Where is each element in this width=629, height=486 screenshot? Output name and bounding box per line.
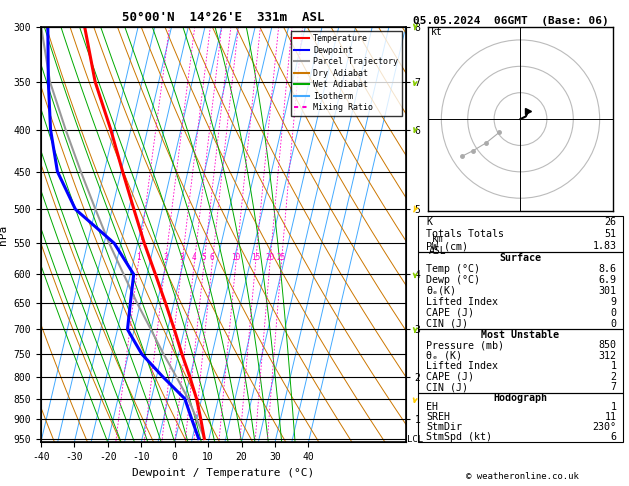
Text: Temp (°C): Temp (°C) xyxy=(426,264,481,274)
Text: Dewp (°C): Dewp (°C) xyxy=(426,275,481,285)
Text: θₑ (K): θₑ (K) xyxy=(426,350,462,361)
Text: 20: 20 xyxy=(265,253,275,262)
Y-axis label: km
ASL: km ASL xyxy=(428,235,446,256)
Text: 25: 25 xyxy=(277,253,286,262)
Text: 3: 3 xyxy=(180,253,184,262)
Text: 8.6: 8.6 xyxy=(599,264,616,274)
Text: 6: 6 xyxy=(611,432,616,442)
Text: 11: 11 xyxy=(604,413,616,422)
Text: 7: 7 xyxy=(611,382,616,392)
Text: 15: 15 xyxy=(251,253,260,262)
Text: Pressure (mb): Pressure (mb) xyxy=(426,340,504,350)
Text: EH: EH xyxy=(426,402,438,413)
Text: 5: 5 xyxy=(202,253,206,262)
Text: θₑ(K): θₑ(K) xyxy=(426,286,457,296)
Text: Totals Totals: Totals Totals xyxy=(426,229,504,239)
Text: 9: 9 xyxy=(611,297,616,307)
Text: StmSpd (kt): StmSpd (kt) xyxy=(426,432,493,442)
Y-axis label: hPa: hPa xyxy=(0,225,8,244)
Text: © weatheronline.co.uk: © weatheronline.co.uk xyxy=(465,472,579,481)
Text: CAPE (J): CAPE (J) xyxy=(426,308,474,318)
Text: Lifted Index: Lifted Index xyxy=(426,297,498,307)
Text: 2: 2 xyxy=(163,253,168,262)
Text: 1: 1 xyxy=(611,361,616,371)
Text: 0: 0 xyxy=(611,308,616,318)
Text: Surface: Surface xyxy=(499,253,542,263)
Text: SREH: SREH xyxy=(426,413,450,422)
Text: 1: 1 xyxy=(136,253,141,262)
Text: K: K xyxy=(426,217,433,227)
Text: Most Unstable: Most Unstable xyxy=(481,330,560,340)
Text: kt: kt xyxy=(431,27,443,36)
Text: 312: 312 xyxy=(599,350,616,361)
Text: 850: 850 xyxy=(599,340,616,350)
Text: 26: 26 xyxy=(604,217,616,227)
Text: Hodograph: Hodograph xyxy=(494,393,547,402)
Text: 1: 1 xyxy=(611,402,616,413)
Text: 10: 10 xyxy=(231,253,241,262)
Text: StmDir: StmDir xyxy=(426,422,462,433)
Text: 2: 2 xyxy=(611,372,616,382)
Text: LCL: LCL xyxy=(407,435,423,444)
X-axis label: Dewpoint / Temperature (°C): Dewpoint / Temperature (°C) xyxy=(132,468,314,478)
Text: 4: 4 xyxy=(192,253,197,262)
Text: CAPE (J): CAPE (J) xyxy=(426,372,474,382)
Text: 6: 6 xyxy=(210,253,214,262)
Text: CIN (J): CIN (J) xyxy=(426,319,469,329)
Legend: Temperature, Dewpoint, Parcel Trajectory, Dry Adiabat, Wet Adiabat, Isotherm, Mi: Temperature, Dewpoint, Parcel Trajectory… xyxy=(291,31,401,116)
Text: 230°: 230° xyxy=(593,422,616,433)
Text: 301: 301 xyxy=(599,286,616,296)
Text: 6.9: 6.9 xyxy=(599,275,616,285)
Text: CIN (J): CIN (J) xyxy=(426,382,469,392)
Title: 50°00'N  14°26'E  331m  ASL: 50°00'N 14°26'E 331m ASL xyxy=(122,11,325,24)
Text: 51: 51 xyxy=(604,229,616,239)
Text: 0: 0 xyxy=(611,319,616,329)
Text: PW (cm): PW (cm) xyxy=(426,242,469,251)
Text: Lifted Index: Lifted Index xyxy=(426,361,498,371)
Text: 05.05.2024  06GMT  (Base: 06): 05.05.2024 06GMT (Base: 06) xyxy=(413,16,609,26)
Text: 1.83: 1.83 xyxy=(593,242,616,251)
